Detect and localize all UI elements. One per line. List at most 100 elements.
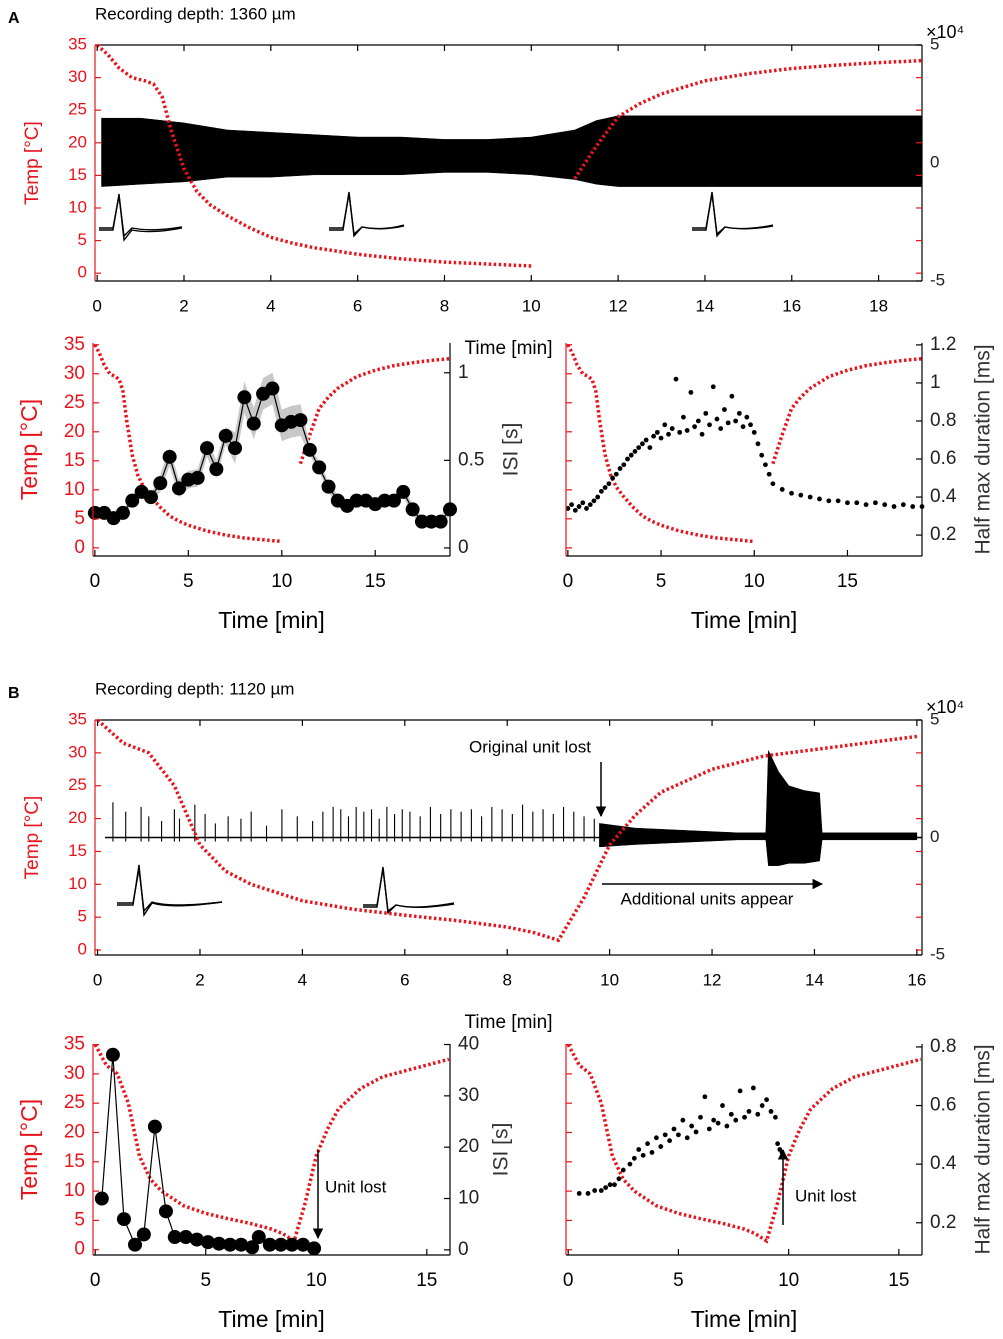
waveform <box>692 193 774 236</box>
y2-tick-label: 1 <box>458 362 469 383</box>
y-tick-label: 5 <box>78 907 87 926</box>
scatter-point <box>863 502 869 508</box>
x-tick-label: 15 <box>365 571 386 592</box>
x-axis-label: Time [min] <box>218 1306 325 1332</box>
scatter-point <box>653 1135 659 1141</box>
y-axis-label: Temp [°C] <box>22 121 43 205</box>
isi-marker <box>218 428 233 443</box>
scatter-point <box>689 1123 695 1129</box>
scatter-point <box>591 498 597 504</box>
y-tick-label: 25 <box>68 775 87 794</box>
isi-marker <box>228 441 243 456</box>
scatter-point <box>565 506 571 511</box>
scatter-point <box>910 504 916 509</box>
voltage-trace <box>599 750 918 866</box>
x-tick-label: 14 <box>695 296 714 315</box>
scatter-point <box>711 1117 717 1123</box>
y-tick-label: 15 <box>68 841 87 860</box>
isi-marker <box>251 1230 266 1245</box>
isi-marker <box>262 1237 277 1252</box>
scatter-point <box>742 1114 747 1120</box>
x-tick-label: 0 <box>93 970 102 989</box>
isi-marker <box>396 484 411 499</box>
isi-marker <box>245 1240 260 1255</box>
y-axis-label: Temp [°C] <box>16 399 42 500</box>
x-tick-label: 5 <box>656 571 667 592</box>
scatter-point <box>798 492 804 498</box>
y2-axis-label: Half max duration [ms] <box>972 1044 995 1254</box>
y-tick-label: 15 <box>64 1151 85 1172</box>
temperature-line <box>95 43 923 268</box>
scatter-point <box>698 1114 703 1120</box>
scatter-point <box>728 1111 734 1117</box>
y-axis-label: Temp [°C] <box>22 796 43 880</box>
scatter-point <box>598 1188 604 1193</box>
waveform <box>117 868 223 913</box>
scatter-point <box>627 1161 633 1167</box>
scatter-point <box>748 422 753 428</box>
x-axis-label: Time [min] <box>465 338 553 359</box>
isi-marker <box>302 442 317 457</box>
scatter-point <box>759 1103 765 1108</box>
x-tick-label: 12 <box>609 296 628 315</box>
y2-tick-label: 20 <box>458 1136 479 1157</box>
y-tick-label: 30 <box>64 363 85 384</box>
scatter-point <box>764 1097 769 1103</box>
scatter-point <box>651 433 657 439</box>
scatter-point <box>640 1152 646 1158</box>
y-tick-label: 10 <box>68 197 87 216</box>
scatter-point <box>647 445 653 450</box>
scatter-point <box>755 441 761 447</box>
scatter-point <box>628 452 634 458</box>
scatter-point <box>625 456 630 462</box>
y-tick-label: 15 <box>68 165 87 184</box>
waveform <box>363 868 455 913</box>
scatter-point <box>613 471 619 477</box>
scatter-point <box>673 376 679 382</box>
y-tick-label: 35 <box>68 709 87 728</box>
panel: 0 5 10 15 0.2 0.4 0.6 0.8 1 1.2 Time [min] Half max… <box>563 334 995 633</box>
x-tick-label: 5 <box>673 1270 684 1291</box>
scatter-point <box>584 506 589 511</box>
y2-axis-label: ISI [s] <box>490 1123 513 1177</box>
scatter-point <box>826 498 832 504</box>
isi-marker <box>293 413 308 428</box>
temperature-line <box>93 1043 450 1244</box>
y-tick-label: 35 <box>64 1034 85 1055</box>
scatter-point <box>759 452 765 458</box>
x-tick-label: 6 <box>353 296 362 315</box>
x-tick-label: 15 <box>837 571 858 592</box>
y-tick-label: 35 <box>64 334 85 355</box>
axis-multiplier: ×10⁴ <box>926 697 964 717</box>
x-tick-label: 0 <box>90 1270 101 1291</box>
y2-tick-label: 40 <box>458 1034 479 1055</box>
axis-multiplier: ×10⁴ <box>926 22 964 42</box>
scatter-point <box>649 1150 655 1155</box>
y-tick-label: 20 <box>64 1122 85 1143</box>
scatter-point <box>807 494 813 500</box>
x-tick-label: 6 <box>400 970 409 989</box>
isi-marker <box>147 1119 162 1134</box>
scatter-point <box>576 504 582 509</box>
scatter-point <box>603 1185 609 1190</box>
scatter-point <box>620 1167 626 1173</box>
temperature-line <box>566 1043 922 1244</box>
isi-marker <box>143 490 158 505</box>
x-tick-label: 5 <box>200 1270 211 1291</box>
y2-axis-label: ISI [s] <box>500 423 523 477</box>
scatter-point <box>707 422 712 428</box>
x-tick-label: 0 <box>563 1270 574 1291</box>
annotation: Additional units appear <box>621 889 794 908</box>
scatter-point <box>585 1191 591 1196</box>
y2-tick-label: 0.4 <box>930 1153 957 1174</box>
y-axis-label: Temp [°C] <box>16 1099 42 1200</box>
scatter-point <box>676 1132 681 1138</box>
panel: 0 2 4 6 8 10 12 14 16 18 0 5 10 15 20 25 30 35 -5 0 5 Time [m… <box>8 4 964 359</box>
y-tick-label: 35 <box>68 34 87 53</box>
y-tick-label: 20 <box>68 132 87 151</box>
scatter-point <box>666 431 671 437</box>
y-tick-label: 30 <box>68 67 87 86</box>
waveform <box>117 864 223 918</box>
scatter-point <box>595 494 601 500</box>
isi-marker <box>321 479 336 494</box>
